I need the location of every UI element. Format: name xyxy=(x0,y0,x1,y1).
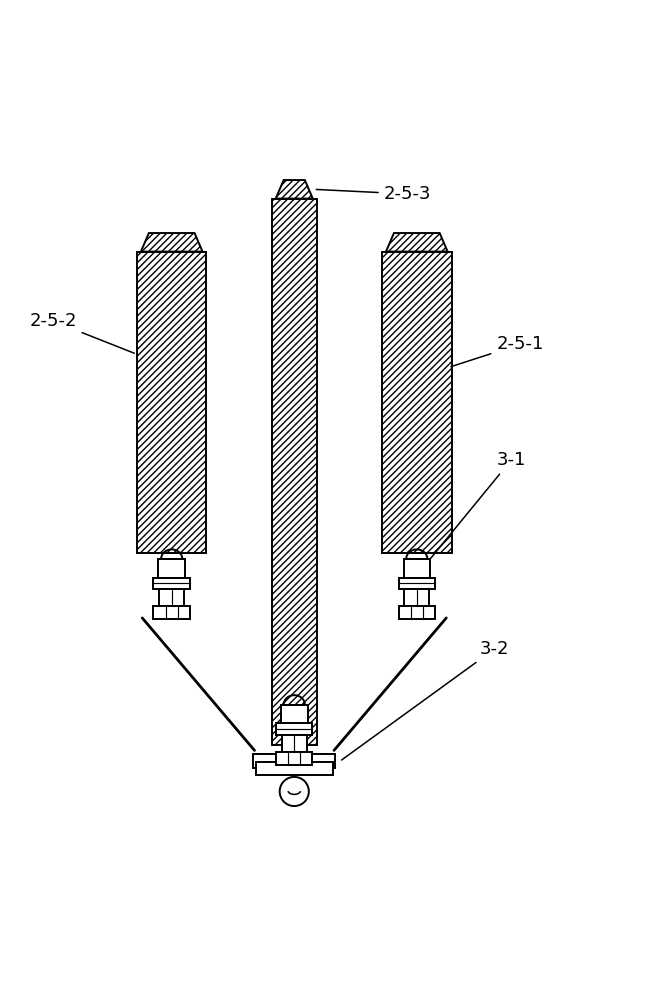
Polygon shape xyxy=(154,578,190,589)
Circle shape xyxy=(280,777,309,806)
Polygon shape xyxy=(263,760,326,768)
Polygon shape xyxy=(399,606,435,619)
Polygon shape xyxy=(256,762,333,775)
Polygon shape xyxy=(382,252,452,553)
Text: 2-5-2: 2-5-2 xyxy=(29,312,134,353)
Polygon shape xyxy=(276,723,313,735)
Polygon shape xyxy=(403,559,430,578)
Polygon shape xyxy=(141,233,202,252)
Polygon shape xyxy=(137,252,206,553)
Polygon shape xyxy=(158,559,185,578)
Text: 3-1: 3-1 xyxy=(407,451,526,587)
Polygon shape xyxy=(399,578,435,589)
Text: 2-5-1: 2-5-1 xyxy=(451,335,544,367)
Polygon shape xyxy=(272,199,317,745)
Polygon shape xyxy=(253,754,335,768)
Polygon shape xyxy=(282,735,307,752)
Polygon shape xyxy=(154,606,190,619)
Polygon shape xyxy=(159,589,184,606)
Polygon shape xyxy=(404,589,430,606)
Text: 2-5-3: 2-5-3 xyxy=(316,185,431,203)
Polygon shape xyxy=(281,705,307,723)
Polygon shape xyxy=(276,180,313,199)
Polygon shape xyxy=(256,762,333,768)
Polygon shape xyxy=(276,752,313,765)
Polygon shape xyxy=(386,233,448,252)
Text: 3-2: 3-2 xyxy=(341,640,509,760)
